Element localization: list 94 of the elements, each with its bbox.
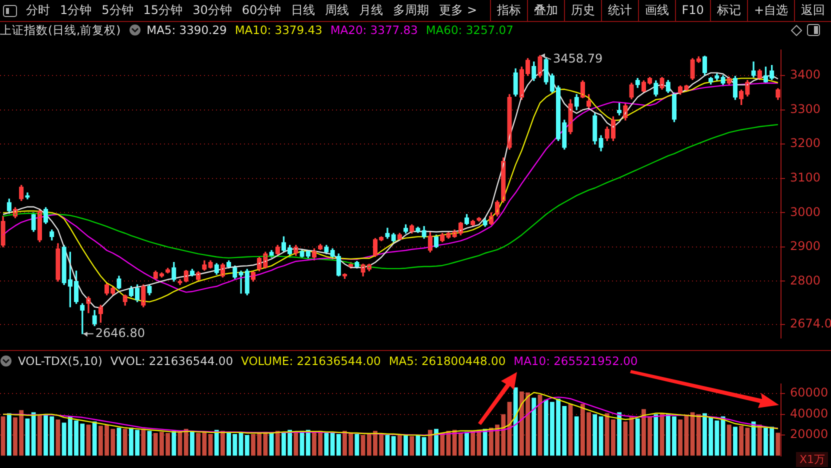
bar [422,437,426,456]
bar [592,414,598,456]
bar [122,428,128,456]
bar [397,434,402,456]
bar [56,419,60,456]
bar [306,430,310,456]
bar [0,416,6,456]
text: 15分钟 [142,2,184,19]
bar [757,424,762,456]
bar [275,430,280,456]
bar [86,424,91,456]
bar [726,424,732,456]
text: 5分钟 [100,2,134,19]
bar [391,436,396,456]
bar [190,430,194,456]
text: 叠加 [526,0,564,21]
bar [464,432,469,456]
y-tick-label: 3400 [790,68,821,82]
text: 更多 > [438,2,478,19]
text: MA10: 265521952.00 [514,354,638,368]
bar [696,414,701,456]
y-tick-label: 2674.0 [790,316,831,331]
text: 周线 [324,2,350,19]
bar [208,434,213,456]
y-axis-title: X1万 [796,452,828,467]
bar [172,430,176,456]
bar [336,434,341,456]
text: 日线 [290,2,316,19]
bar [635,418,640,456]
text: MA20: 3377.83 [330,23,418,37]
bar [354,434,360,456]
text: MA5: 3390.29 [146,23,227,37]
text: 多周期 [392,2,430,19]
chart-title: 上证指数(日线,前复权) [0,22,121,38]
bar [184,428,188,456]
text: 60分钟 [240,2,282,19]
y-tick-label: 20000 [790,427,828,442]
bar [617,412,622,456]
bar [360,435,366,456]
text: 历史 [564,0,601,21]
text: 1分钟 [59,2,93,19]
y-tick-label: 2800 [790,273,821,288]
bar [324,432,329,456]
y-tick-label: 3300 [790,102,821,116]
annotation: 2646.80 [95,326,145,340]
text: VOLUME: 221636544.00 [241,354,381,368]
bar [220,430,225,456]
y-tick-label: 3000 [790,204,821,219]
bar [141,428,146,456]
chart-title: VOL-TDX(5,10) [18,354,102,368]
bar [31,412,36,456]
text: +自选 [746,0,794,21]
annotation: 3458.79 [552,52,603,66]
text: 分时 [25,2,51,19]
bar [532,398,536,456]
y-tick-label: 2900 [790,239,821,254]
bar [214,430,219,456]
bar [244,435,250,456]
bar [733,426,738,456]
bar [513,387,518,456]
bar [654,414,658,456]
bar [37,415,42,456]
bar [404,435,408,456]
bar [574,416,579,456]
bar [25,418,30,456]
bar [6,413,12,456]
bar [428,430,432,456]
y-tick-label: 60000 [790,386,828,400]
text: MA10: 3379.43 [234,23,322,37]
text: 30分钟 [192,2,233,19]
bar [470,430,476,456]
text: 标记 [710,0,747,21]
text: 画线 [638,0,675,21]
y-tick-label: 40000 [790,406,828,420]
bar [598,416,604,456]
text: 返回 [794,0,831,21]
y-tick-label: 3100 [790,170,821,185]
bar [623,422,628,456]
bar [410,436,414,456]
text: F10 [674,0,710,21]
chart-subtitle: VVOL: 221636544.00 [110,354,234,368]
bar [440,432,445,456]
bar [482,428,488,456]
candlestick [238,270,244,294]
y-tick-label: 3200 [790,136,821,150]
text: MA60: 3257.07 [426,23,514,37]
text: MA5: 261800448.00 [388,354,506,368]
bar [385,435,390,456]
bar [92,422,97,456]
bar [434,428,438,456]
text: 指标 [490,0,527,21]
text: 统计 [600,0,638,21]
text: 月线 [358,2,384,19]
bar [294,432,298,456]
